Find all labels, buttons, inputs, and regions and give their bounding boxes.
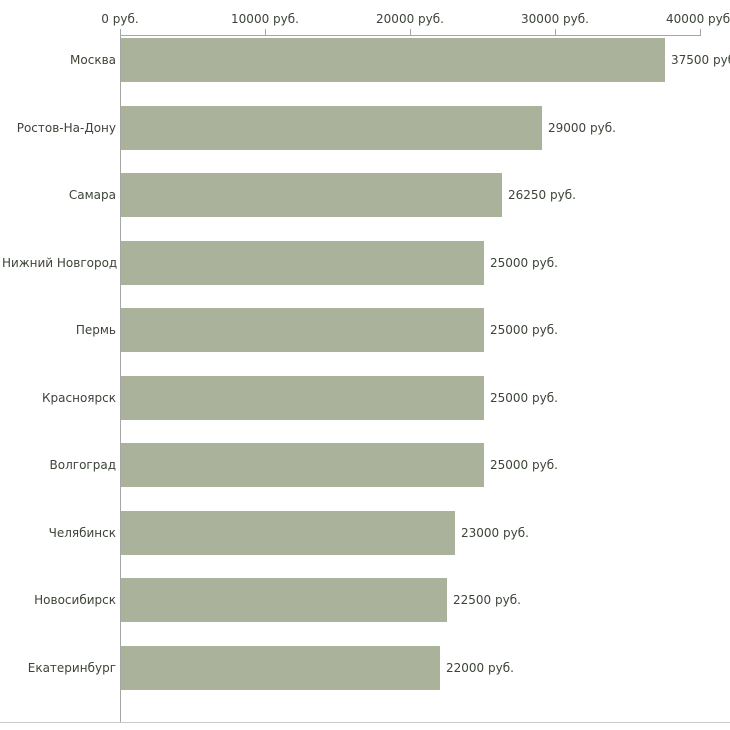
value-label: 25000 руб. <box>490 323 558 337</box>
category-label: Нижний Новгород <box>2 255 118 270</box>
category-label: Волгоград <box>49 458 116 472</box>
value-label: 26250 руб. <box>508 188 576 202</box>
value-label: 25000 руб. <box>490 390 558 405</box>
x-axis-tick-label: 20000 руб. <box>376 12 444 26</box>
x-axis-tick-label: 30000 руб. <box>521 12 589 26</box>
category-label: Москва <box>70 53 116 67</box>
x-axis-tick-mark <box>555 29 556 35</box>
category-label: Екатеринбург <box>27 660 116 675</box>
category-label: Красноярск <box>42 390 116 405</box>
value-label: 22000 руб. <box>446 660 514 675</box>
y-axis-line <box>120 35 121 722</box>
x-axis-tick-mark <box>700 29 701 35</box>
x-axis-tick-label: 40000 руб. <box>666 12 730 26</box>
value-label: 23000 руб. <box>461 525 529 540</box>
x-axis-tick-mark <box>265 29 266 35</box>
x-axis-tick-mark <box>410 29 411 35</box>
value-label: 22500 руб. <box>453 593 521 607</box>
value-label: 25000 руб. <box>490 458 558 472</box>
bar <box>121 105 542 150</box>
value-label: 37500 руб. <box>671 53 730 67</box>
x-axis-tick-label: 0 руб. <box>101 12 139 26</box>
bar <box>121 578 447 622</box>
bar <box>121 173 502 217</box>
value-label: 29000 руб. <box>548 120 616 135</box>
category-label: Самара <box>68 188 116 202</box>
category-label: Пермь <box>75 323 116 337</box>
bar <box>121 645 440 690</box>
x-axis-line <box>120 35 701 36</box>
value-label: 25000 руб. <box>490 255 558 270</box>
chart-bottom-border <box>0 722 730 723</box>
bar <box>121 240 484 285</box>
bar <box>121 375 484 420</box>
x-axis-tick-label: 10000 руб. <box>231 12 299 26</box>
bar <box>121 443 484 487</box>
category-label: Новосибирск <box>34 593 116 607</box>
x-axis-tick-mark <box>120 29 121 35</box>
category-label: Ростов-На-Дону <box>16 120 116 135</box>
bar <box>121 38 665 82</box>
bar <box>121 510 455 555</box>
bar <box>121 308 484 352</box>
category-label: Челябинск <box>48 525 116 540</box>
